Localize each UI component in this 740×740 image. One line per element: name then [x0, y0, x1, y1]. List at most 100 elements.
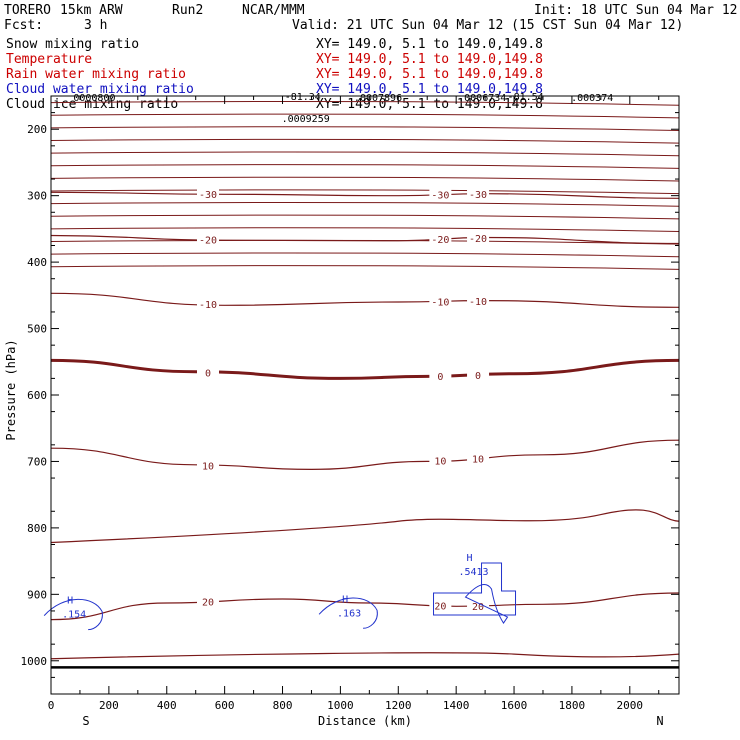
x-tick-label: 400: [157, 699, 177, 712]
cloud-water-max-label: H: [342, 594, 348, 605]
y-tick-label: 200: [27, 123, 47, 136]
x-endpoint-left: S: [82, 714, 89, 728]
cloud-water-contour-inner: [464, 584, 509, 624]
plot-area: -30 -30 -30 -20 -20 -20 -10 -10 -10 0 0 0 10 10 10 20 20…: [21, 92, 680, 712]
header-fcst-label: Fcst:: [4, 18, 43, 33]
field-name: Cloud ice mixing ratio: [6, 97, 178, 112]
x-tick-label: 1200: [385, 699, 412, 712]
isotherm-label: 0: [475, 371, 481, 382]
isotherm-label: 10: [434, 457, 446, 468]
x-tick-label: 0: [48, 699, 55, 712]
cloud-water-max-label: H: [467, 553, 473, 564]
isotherm-label: -20: [469, 234, 487, 245]
isotherm-label-bg: [429, 599, 452, 611]
isotherm-label-bg: [467, 452, 490, 464]
isotherm-10: [50, 439, 680, 471]
isotherm-label: -10: [469, 297, 487, 308]
field-name: Rain water mixing ratio: [6, 67, 186, 82]
header-init: Init: 18 UTC Sun 04 Mar 12: [534, 3, 738, 18]
x-axis-title: Distance (km): [318, 714, 412, 728]
field-name: Snow mixing ratio: [6, 37, 139, 52]
upper-value-label: -81.54: [508, 92, 544, 103]
isotherm-label-bg: [429, 233, 452, 245]
isotherm-label: -30: [199, 190, 217, 201]
y-tick-label: 500: [27, 323, 47, 336]
upper-value-label: .0007896: [354, 93, 402, 104]
field-xy: XY= 149.0, 5.1 to 149.0,149.8: [316, 37, 543, 52]
cloud-water-contour: [433, 562, 517, 616]
isotherm-label-bg: [197, 595, 219, 607]
y-tick-label: 1000: [21, 655, 48, 668]
isotherm-20: [50, 592, 680, 621]
y-axis-title: Pressure (hPa): [4, 339, 18, 440]
isotherm-label: 20: [202, 598, 214, 609]
header-valid: Valid: 21 UTC Sun 04 Mar 12 (15 CST Sun …: [292, 18, 683, 33]
upper-contour-line: [50, 252, 680, 258]
upper-value-label: -81.34: [285, 92, 321, 103]
y-tick-label: 800: [27, 522, 47, 535]
isotherm-label: 20: [434, 602, 446, 613]
y-tick-label: 700: [27, 455, 47, 468]
field-xy: XY= 149.0, 5.1 to 149.0,149.8: [316, 82, 543, 97]
isotherm-label-bg: [467, 187, 490, 199]
isotherm-label-bg: [197, 298, 219, 310]
cloud-water-contour: [318, 597, 378, 629]
x-tick-label: 1400: [443, 699, 470, 712]
y-tick-label: 400: [27, 256, 47, 269]
cloud-water-max-value: .163: [337, 608, 361, 619]
isotherm-label-bg: [197, 233, 219, 245]
isotherm-label-bg: [197, 188, 219, 200]
upper-contour-line: [50, 151, 680, 157]
isotherm-label: 20: [472, 602, 484, 613]
isotherm-label-bg: [429, 295, 452, 307]
cloud-water-max-value: .5413: [458, 567, 488, 578]
isotherm-label: -30: [431, 191, 449, 202]
isotherm-label-bg: [429, 188, 452, 200]
isotherm--10: [50, 292, 680, 308]
isotherm-label: 10: [472, 455, 484, 466]
isotherm-label: 0: [437, 372, 443, 383]
field-xy: XY= 149.0, 5.1 to 149.0,149.8: [316, 52, 543, 67]
y-tick-label: 600: [27, 389, 47, 402]
y-tick-label: 900: [27, 588, 47, 601]
isotherm-label: -10: [199, 300, 217, 311]
y-tick-label: 300: [27, 190, 47, 203]
isotherm-label: 10: [202, 461, 214, 472]
isotherm-near-surface: [50, 652, 680, 660]
isotherm-0: [50, 358, 680, 380]
upper-contour-line: [50, 176, 680, 182]
upper-value-label: .0006734: [458, 93, 506, 104]
isotherm--30: [50, 191, 680, 199]
isotherm-800: [50, 509, 680, 544]
x-tick-label: 1000: [327, 699, 354, 712]
upper-contour-line: [50, 265, 680, 270]
isotherm-label-bg: [429, 454, 452, 466]
upper-value-label: .0009259: [282, 114, 330, 125]
cloud-water-contour: [43, 598, 103, 631]
isotherm-label-bg: [467, 231, 490, 243]
x-tick-label: 600: [215, 699, 235, 712]
cloud-water-max-label: H: [67, 596, 73, 607]
field-xy: XY= 149.0, 5.1 to 149.0,149.8: [316, 97, 543, 112]
x-tick-label: 1800: [559, 699, 586, 712]
isotherm-label: -10: [431, 297, 449, 308]
upper-contour-line: [50, 214, 680, 220]
header-run: Run2: [172, 3, 203, 18]
field-legend: Snow mixing ratio XY= 149.0, 5.1 to 149.0…: [6, 37, 543, 112]
upper-contour-line: [50, 138, 680, 144]
upper-value-label: 0000800: [73, 93, 115, 104]
isotherm-label-bg: [197, 459, 219, 471]
isotherm-label-bg: [467, 368, 490, 380]
field-name: Cloud water mixing ratio: [6, 82, 194, 97]
isotherm-label: -20: [199, 236, 217, 247]
header-model: TORERO: [4, 3, 51, 18]
upper-contour-line: [50, 189, 680, 195]
header-resolution: 15km ARW: [60, 3, 123, 18]
field-xy: XY= 149.0, 5.1 to 149.0,149.8: [316, 67, 543, 82]
x-tick-label: 2000: [617, 699, 644, 712]
x-tick-label: 200: [99, 699, 119, 712]
upper-value-label: .000374: [571, 93, 613, 104]
upper-contour-line: [50, 202, 680, 207]
upper-contour-line: [50, 227, 680, 233]
